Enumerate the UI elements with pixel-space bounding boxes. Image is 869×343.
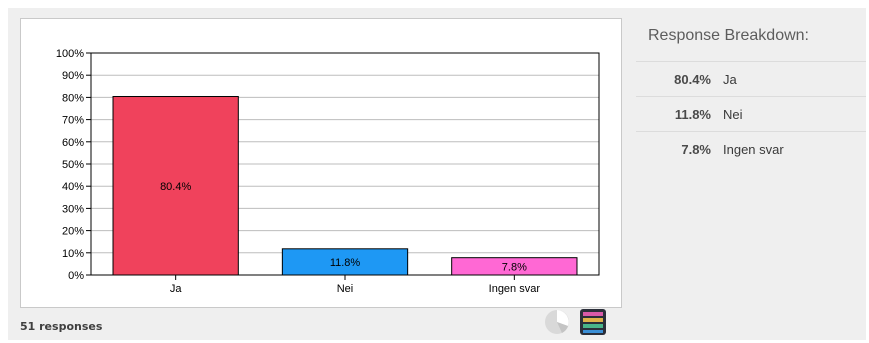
breakdown-percent: 7.8% [681,141,711,157]
results-panel: 0% 10% 20% 30% 40% 50% 60% 70% 80% 90% 100% 80.4% 1… [8,8,866,340]
breakdown-label: Ja [723,71,737,87]
breakdown-title: Response Breakdown: [648,27,809,44]
breakdown-percent: 80.4% [674,71,711,87]
data-label: 11.8% [330,257,361,269]
y-tick-label: 100% [56,48,84,60]
breakdown-row: 7.8% Ingen svar [636,131,866,166]
breakdown-label: Ingen svar [723,141,784,157]
y-axis-ticks: 0% 10% 20% 30% 40% 50% 60% 70% 80% 90% 100% [56,48,91,282]
pie-chart-icon[interactable] [543,308,571,336]
y-tick-label: 80% [62,92,84,104]
y-tick-label: 0% [68,270,84,282]
response-breakdown: Response Breakdown: 80.4% Ja 11.8% Nei 7… [636,8,866,166]
breakdown-row: 80.4% Ja [636,61,866,96]
y-tick-label: 60% [62,137,84,149]
y-tick-label: 40% [62,181,84,193]
response-count: 51 responses [20,320,103,333]
x-tick-label: Nei [337,283,354,295]
breakdown-label: Nei [723,106,743,122]
data-label: 80.4% [160,181,191,193]
x-tick-label: Ingen svar [489,283,541,295]
y-tick-label: 90% [62,70,84,82]
x-axis-ticks: Ja Nei Ingen svar [170,275,540,295]
y-tick-label: 30% [62,203,84,215]
y-tick-label: 50% [62,159,84,171]
breakdown-row: 11.8% Nei [636,96,866,131]
bar-chart-icon[interactable] [579,308,607,336]
bar-ja [112,96,239,276]
x-tick-label: Ja [170,283,183,295]
bars: 80.4% 11.8% 7.8% [112,96,578,276]
y-tick-label: 10% [62,248,84,260]
chart-container: 0% 10% 20% 30% 40% 50% 60% 70% 80% 90% 100% 80.4% 1… [20,18,622,308]
breakdown-percent: 11.8% [674,106,711,122]
breakdown-list: 80.4% Ja 11.8% Nei 7.8% Ingen svar [636,61,866,166]
data-label: 7.8% [502,261,527,273]
y-tick-label: 20% [62,226,84,238]
bar-chart: 0% 10% 20% 30% 40% 50% 60% 70% 80% 90% 100% 80.4% 1… [56,48,600,295]
y-tick-label: 70% [62,115,84,127]
